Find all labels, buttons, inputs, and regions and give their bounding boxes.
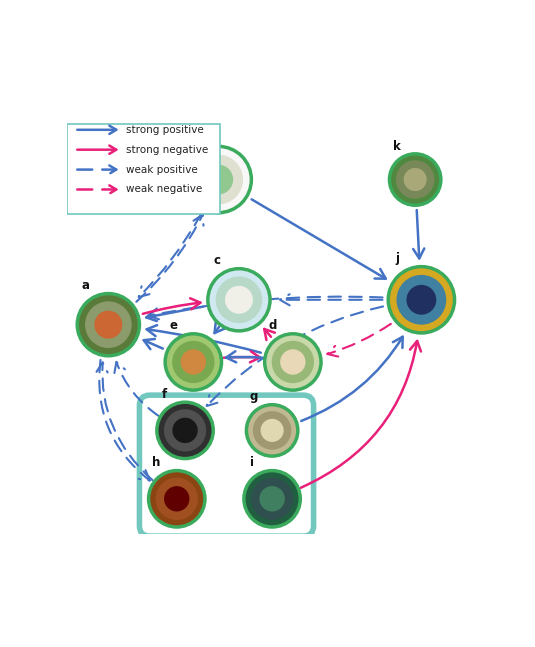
- Text: i: i: [250, 456, 254, 469]
- Text: strong positive: strong positive: [126, 125, 204, 135]
- Circle shape: [164, 410, 206, 452]
- FancyArrowPatch shape: [143, 298, 201, 314]
- Text: k: k: [393, 140, 401, 153]
- Circle shape: [272, 341, 314, 383]
- Circle shape: [225, 286, 253, 314]
- Text: weak positive: weak positive: [126, 164, 198, 175]
- Text: a: a: [82, 279, 90, 292]
- Circle shape: [149, 470, 205, 527]
- Text: g: g: [249, 390, 258, 403]
- Circle shape: [157, 402, 213, 459]
- Circle shape: [261, 419, 284, 442]
- Text: weak negative: weak negative: [126, 184, 202, 195]
- FancyArrowPatch shape: [301, 341, 421, 488]
- Circle shape: [396, 275, 446, 325]
- FancyArrowPatch shape: [96, 362, 152, 480]
- Circle shape: [403, 168, 427, 191]
- Text: f: f: [162, 388, 167, 400]
- Circle shape: [185, 146, 251, 213]
- FancyBboxPatch shape: [67, 124, 220, 214]
- Text: b: b: [190, 132, 198, 145]
- Circle shape: [85, 302, 132, 348]
- Circle shape: [251, 477, 293, 520]
- Circle shape: [216, 276, 262, 323]
- FancyArrowPatch shape: [146, 307, 203, 321]
- FancyArrowPatch shape: [226, 351, 263, 362]
- Circle shape: [165, 334, 221, 390]
- Circle shape: [389, 154, 441, 205]
- Circle shape: [265, 334, 321, 390]
- Circle shape: [244, 470, 300, 527]
- FancyArrowPatch shape: [264, 329, 275, 340]
- FancyArrowPatch shape: [77, 146, 116, 154]
- FancyArrowPatch shape: [139, 214, 201, 297]
- Circle shape: [253, 411, 292, 450]
- Circle shape: [172, 418, 198, 443]
- Circle shape: [181, 349, 206, 375]
- Circle shape: [156, 477, 198, 520]
- FancyArrowPatch shape: [77, 166, 116, 174]
- Circle shape: [203, 164, 233, 195]
- FancyArrowPatch shape: [413, 210, 424, 258]
- FancyArrowPatch shape: [327, 324, 391, 356]
- Circle shape: [77, 294, 140, 356]
- FancyArrowPatch shape: [301, 336, 403, 421]
- Circle shape: [247, 404, 298, 456]
- FancyArrowPatch shape: [215, 322, 225, 333]
- FancyArrowPatch shape: [100, 360, 150, 481]
- Text: d: d: [269, 320, 277, 333]
- Circle shape: [208, 269, 270, 331]
- FancyArrowPatch shape: [251, 199, 386, 279]
- FancyArrowPatch shape: [207, 307, 383, 406]
- Text: strong negative: strong negative: [126, 145, 209, 155]
- FancyArrowPatch shape: [224, 351, 260, 362]
- Circle shape: [396, 160, 434, 199]
- FancyArrowPatch shape: [280, 294, 383, 305]
- Text: j: j: [395, 252, 400, 265]
- Circle shape: [164, 486, 189, 512]
- FancyArrowPatch shape: [148, 296, 383, 320]
- Circle shape: [193, 155, 243, 204]
- Circle shape: [280, 349, 305, 375]
- Circle shape: [94, 311, 123, 338]
- FancyArrowPatch shape: [114, 362, 158, 416]
- FancyArrowPatch shape: [144, 339, 163, 349]
- FancyArrowPatch shape: [136, 215, 203, 302]
- Text: c: c: [213, 254, 220, 267]
- Circle shape: [388, 267, 455, 333]
- Circle shape: [259, 486, 285, 512]
- FancyArrowPatch shape: [77, 185, 116, 193]
- FancyArrowPatch shape: [147, 325, 261, 353]
- Text: h: h: [152, 456, 160, 469]
- Circle shape: [172, 341, 215, 383]
- Circle shape: [407, 285, 437, 314]
- Text: e: e: [169, 320, 177, 333]
- FancyArrowPatch shape: [77, 126, 116, 134]
